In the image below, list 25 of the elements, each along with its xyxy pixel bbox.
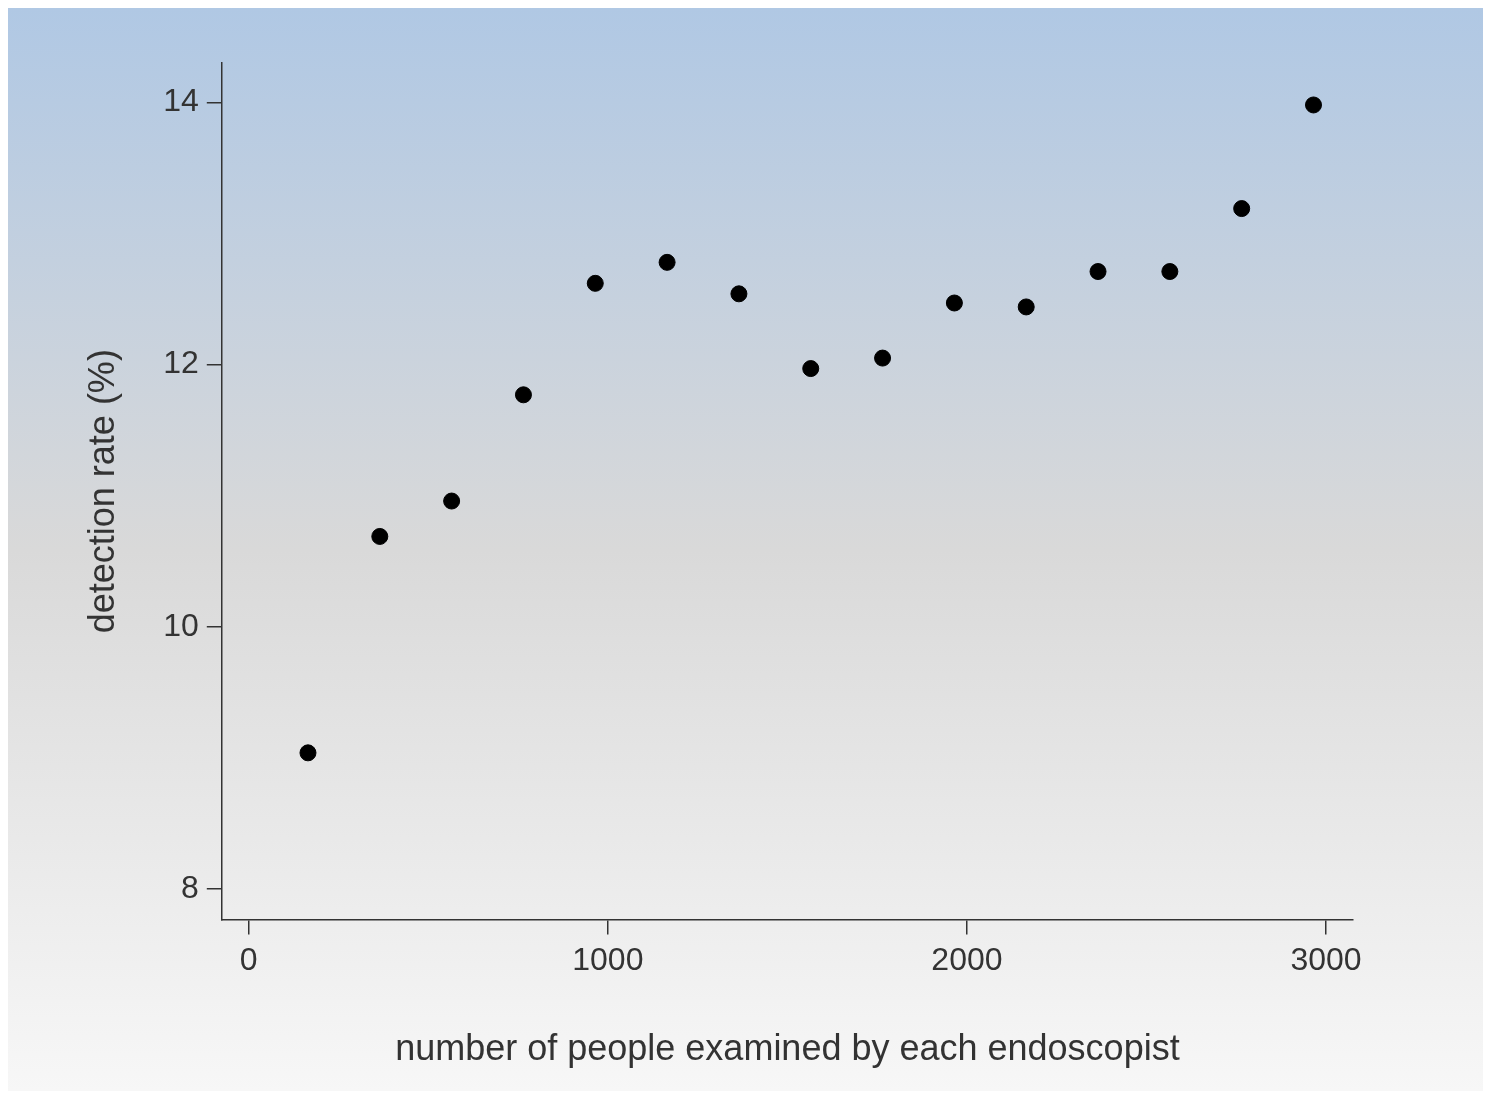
y-tick-label: 12	[163, 344, 199, 381]
point	[1089, 263, 1107, 281]
point	[874, 349, 892, 367]
y-tick-label: 10	[163, 606, 199, 643]
y-tick-label: 8	[181, 869, 199, 906]
point	[371, 527, 389, 545]
x-tick-label: 3000	[1290, 941, 1362, 978]
point	[586, 274, 604, 292]
x-axis-title: number of people examined by each endoscopist	[395, 1027, 1180, 1069]
point	[802, 360, 820, 378]
point	[1161, 263, 1179, 281]
x-tick-label: 2000	[931, 941, 1003, 978]
point	[658, 253, 676, 271]
x-tick-label: 1000	[572, 941, 644, 978]
point	[945, 294, 963, 312]
point	[1305, 96, 1322, 114]
point	[299, 744, 317, 762]
y-axis-title: detection rate (%)	[80, 349, 122, 634]
point	[1017, 298, 1035, 316]
x-tick-label: 0	[239, 941, 258, 978]
point	[443, 492, 461, 510]
y-tick-label: 14	[163, 82, 199, 119]
point	[1233, 200, 1251, 218]
point	[514, 386, 532, 404]
point	[730, 285, 748, 303]
